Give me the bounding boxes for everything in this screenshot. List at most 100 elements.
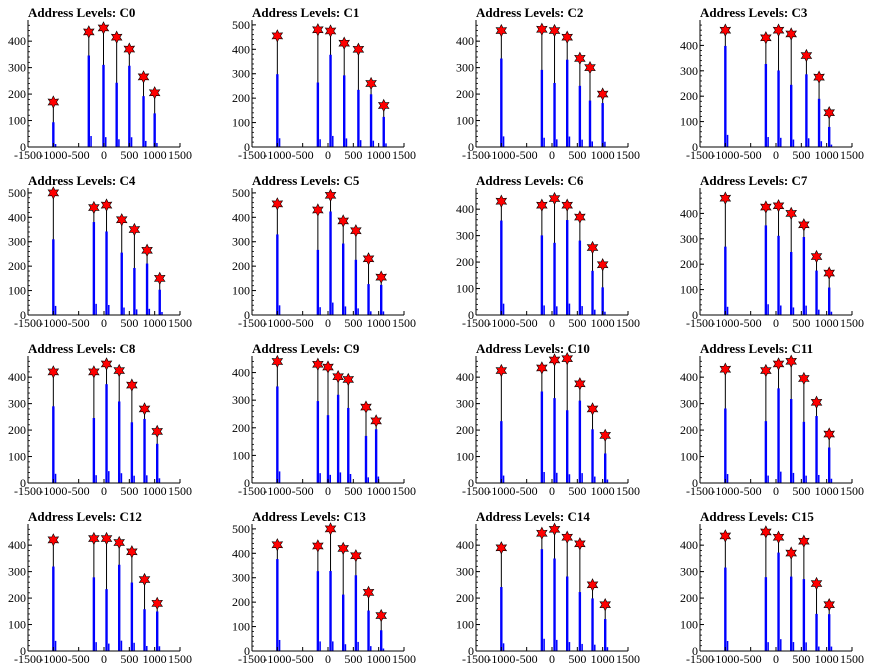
x-tick-label: 0 (549, 484, 555, 498)
peak-marker (548, 23, 561, 38)
histogram-bar (802, 237, 806, 315)
histogram-bar (828, 447, 831, 483)
histogram-bar (792, 139, 795, 147)
y-tick-label: 0 (468, 476, 474, 490)
panel-c6: Address Levels: C61002003004000-1500-100… (456, 173, 640, 330)
histogram-bar (105, 384, 108, 483)
peak-marker (88, 365, 100, 379)
peak-marker (772, 357, 785, 371)
histogram-bar (591, 270, 594, 315)
x-tick-label: 1500 (392, 148, 416, 162)
peak-marker (548, 522, 561, 536)
y-tick-label: 100 (8, 450, 26, 464)
x-tick-label: -1000 (487, 148, 515, 162)
y-tick-label: 100 (680, 283, 698, 297)
peak-marker (760, 363, 772, 378)
histogram-bar (145, 140, 147, 147)
histogram-bar (540, 549, 544, 651)
y-tick-label: 400 (456, 34, 474, 48)
histogram-bar (158, 646, 161, 651)
histogram-bar (319, 641, 321, 651)
panel-c1: Address Levels: C11002003004005000-1500-… (232, 5, 416, 162)
histogram-bar (319, 307, 321, 315)
x-tick-label: -1000 (487, 652, 515, 666)
y-tick-label: 0 (468, 308, 474, 322)
histogram-bar (818, 474, 820, 483)
x-tick-label: 1000 (591, 148, 615, 162)
histogram-bar (764, 225, 768, 315)
peak-marker (337, 214, 349, 228)
x-tick-label: 1000 (815, 652, 839, 666)
histogram-bar (568, 136, 571, 147)
histogram-bar (369, 94, 373, 147)
peak-marker (574, 377, 586, 391)
panel-c5: Address Levels: C51002003004005000-1500-… (232, 173, 416, 330)
histogram-bar (382, 311, 385, 315)
histogram-bar (556, 139, 558, 147)
histogram-bar (345, 138, 348, 147)
histogram-bar (143, 418, 146, 483)
histogram-bar (344, 644, 347, 651)
histogram-bar (342, 243, 345, 315)
histogram-bar (818, 646, 820, 651)
peak-marker (719, 23, 732, 37)
histogram-bar (726, 306, 729, 315)
peak-marker (823, 598, 835, 612)
histogram-bar (581, 139, 583, 147)
panel-c15: Address Levels: C151002003004000-1500-10… (680, 509, 864, 666)
x-tick-label: 1500 (168, 484, 192, 498)
x-tick-label: 500 (792, 652, 810, 666)
peak-marker (151, 596, 163, 611)
peak-marker (324, 188, 337, 203)
histogram-bar (276, 74, 279, 147)
histogram-bar (92, 577, 96, 651)
peak-marker (312, 357, 324, 371)
y-tick-label: 400 (8, 538, 26, 552)
peak-marker (138, 572, 151, 587)
histogram-bar (578, 592, 582, 651)
y-tick-label: 200 (456, 591, 474, 605)
y-tick-label: 300 (456, 565, 474, 579)
histogram-bar (553, 558, 556, 651)
y-tick-label: 300 (8, 397, 26, 411)
peak-marker (123, 42, 136, 56)
x-tick-label: 1000 (815, 484, 839, 498)
y-tick-label: 100 (232, 620, 250, 634)
histogram-bar (726, 474, 729, 483)
y-tick-label: 100 (680, 618, 698, 632)
y-tick-label: 400 (232, 546, 250, 560)
x-tick-label: 0 (101, 652, 107, 666)
histogram-bar (316, 82, 320, 147)
histogram-bar (326, 415, 330, 483)
histogram-bar (780, 137, 782, 147)
x-tick-label: 500 (120, 148, 138, 162)
y-tick-label: 100 (232, 116, 250, 130)
x-tick-label: 1500 (168, 316, 192, 330)
y-tick-label: 200 (8, 87, 26, 101)
histogram-bar (115, 82, 118, 147)
histogram-bar (724, 408, 727, 483)
x-tick-label: -500 (516, 652, 538, 666)
histogram-bar (158, 478, 161, 483)
y-tick-label: 100 (8, 284, 26, 298)
x-tick-label: 500 (120, 316, 138, 330)
peak-marker (350, 549, 362, 563)
histogram-bar (130, 582, 134, 651)
x-tick-label: 1500 (616, 148, 640, 162)
y-tick-label: 0 (20, 476, 26, 490)
x-tick-label: 1500 (392, 652, 416, 666)
histogram-bar (500, 58, 503, 148)
y-tick-label: 300 (456, 397, 474, 411)
y-tick-label: 0 (468, 644, 474, 658)
histogram-bar (790, 84, 793, 147)
peak-marker (760, 200, 772, 214)
histogram-bar (316, 401, 320, 483)
peak-marker (350, 224, 362, 238)
y-tick-label: 200 (232, 259, 250, 273)
histogram-bar (790, 252, 793, 315)
y-tick-label: 300 (232, 235, 250, 249)
peak-marker (141, 243, 153, 257)
peak-marker (271, 538, 284, 552)
x-tick-label: 0 (101, 148, 107, 162)
histogram-bar (540, 391, 544, 483)
